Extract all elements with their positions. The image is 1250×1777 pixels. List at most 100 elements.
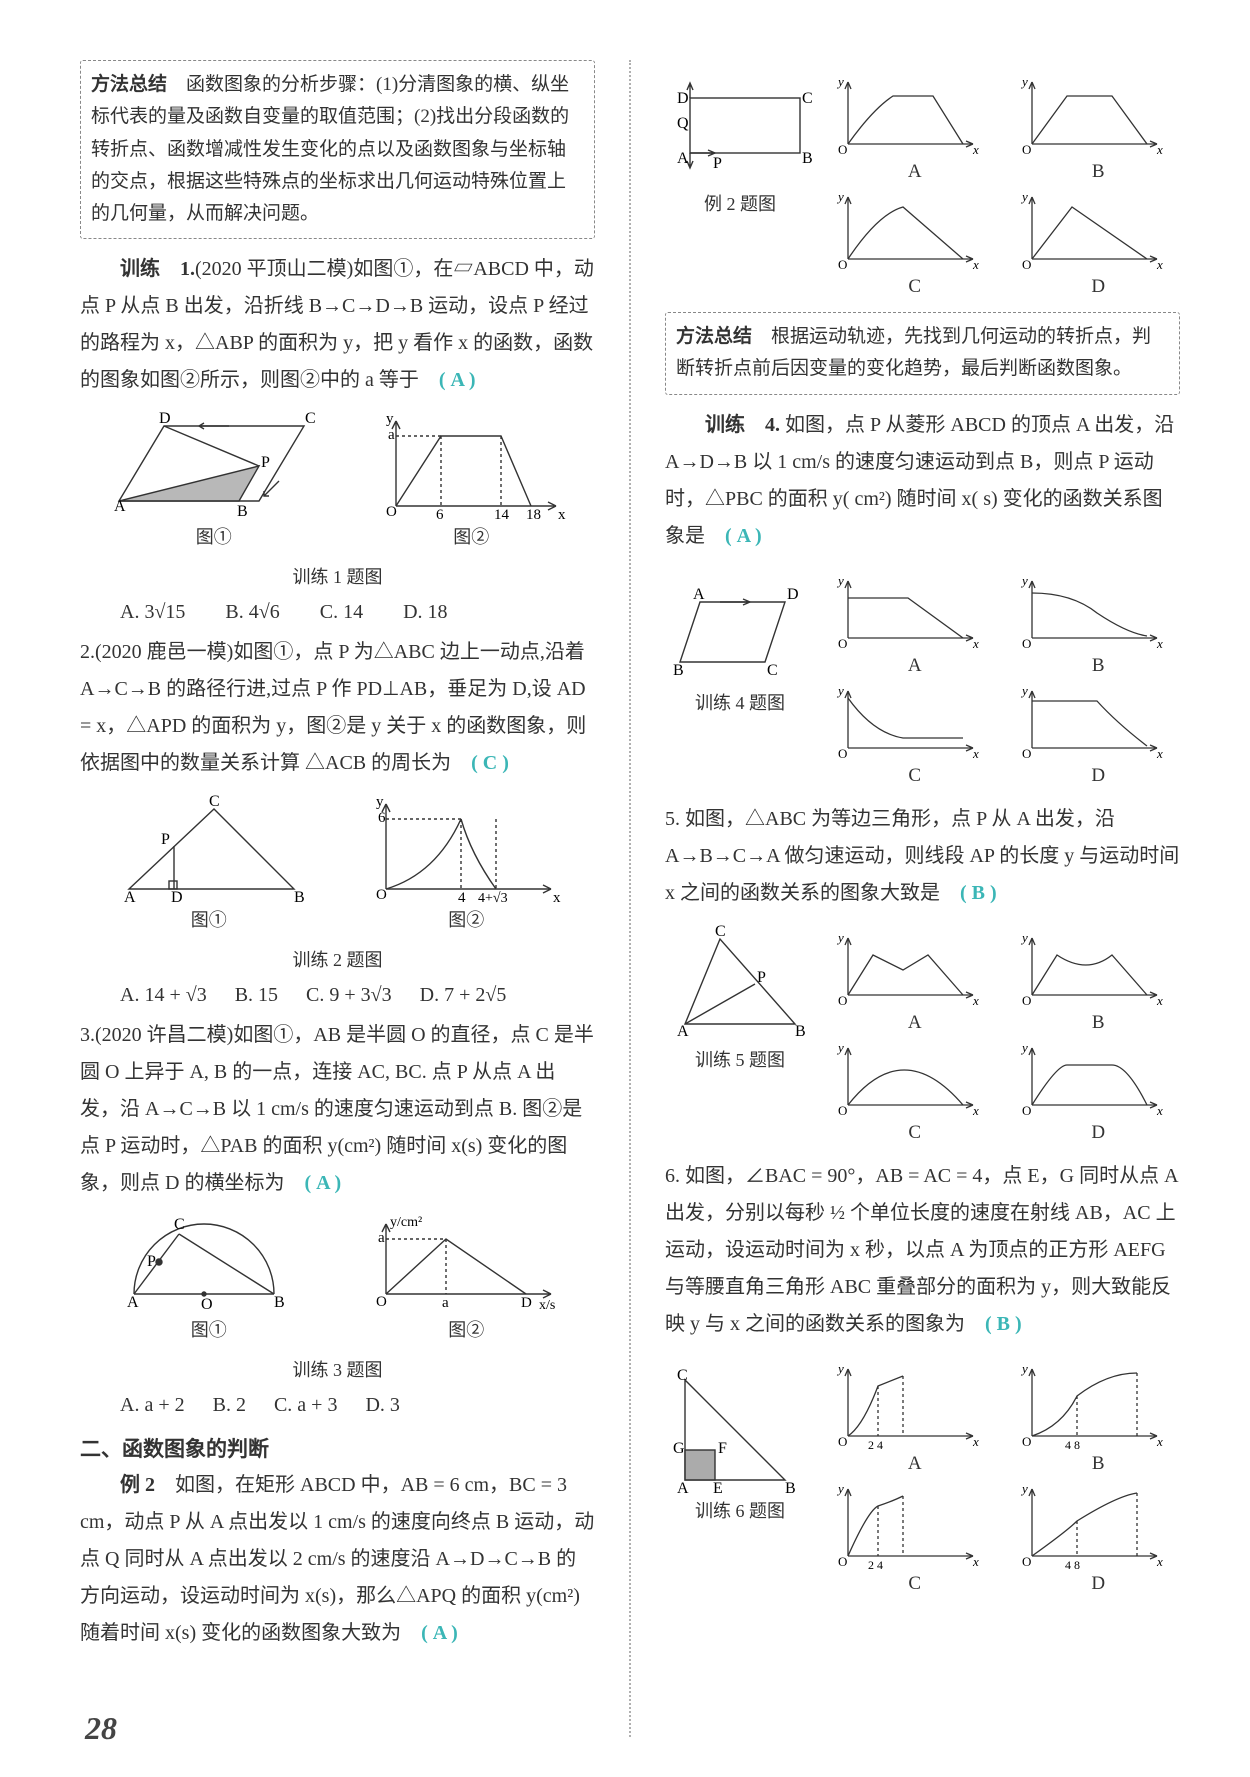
svg-text:O: O (838, 1434, 847, 1449)
q4-rhombus: A D C B (665, 567, 815, 687)
svg-text:y: y (836, 573, 844, 588)
svg-text:O: O (1022, 636, 1031, 651)
svg-text:x: x (972, 1434, 979, 1449)
q1-fig2: O a 6 14 18 x y (376, 411, 566, 521)
svg-text:x: x (1156, 142, 1163, 157)
svg-text:x: x (558, 507, 566, 521)
section-2-title: 二、函数图象的判断 (80, 1433, 595, 1463)
q6-optA: O 2 4 x y (833, 1361, 983, 1451)
q6-optC: O2 4xy (833, 1481, 983, 1571)
svg-text:x: x (972, 993, 979, 1008)
svg-text:B: B (795, 1023, 806, 1040)
method-lead: 方法总结 (91, 74, 167, 95)
svg-text:P: P (147, 1253, 156, 1270)
svg-text:B: B (294, 889, 305, 904)
q5-triangle: A B C P (665, 924, 815, 1044)
ex2-optB: Oxy (1017, 74, 1167, 159)
svg-text:18: 18 (526, 507, 541, 521)
q1-options: A. 3√15 B. 4√6 C. 14 D. 18 (80, 601, 595, 624)
svg-text:6: 6 (378, 810, 386, 826)
q2-figures: A C B P D 图① (80, 794, 595, 940)
q5-optA: Oxy (833, 930, 983, 1010)
q5-optD: Ox y (1017, 1040, 1167, 1120)
svg-text:D: D (171, 889, 183, 904)
svg-text:6: 6 (436, 507, 444, 521)
q2-text: 2.(2020 鹿邑一模)如图①，点 P 为△ABC 边上一动点,沿着 A→C→… (80, 634, 595, 782)
svg-text:Q: Q (677, 115, 689, 132)
svg-text:O: O (838, 636, 847, 651)
q5-optC: Ox y (833, 1040, 983, 1120)
svg-text:O: O (838, 257, 847, 272)
svg-text:O: O (1022, 993, 1031, 1008)
q5-optB: Oxy (1017, 930, 1167, 1010)
svg-text:O: O (376, 1294, 387, 1310)
method-summary-box-1: 方法总结 函数图象的分析步骤：(1)分清图象的横、纵坐标代表的量及函数自变量的取… (80, 60, 595, 239)
svg-text:y: y (1020, 1040, 1028, 1055)
svg-text:y: y (836, 1481, 844, 1496)
svg-text:x: x (1156, 257, 1163, 272)
svg-text:C: C (174, 1216, 185, 1233)
svg-text:O: O (838, 1103, 847, 1118)
q2-figcap: 训练 2 题图 (80, 946, 595, 972)
ex2-optA: Oxy (833, 74, 983, 159)
q4-optC: Oxy (833, 683, 983, 763)
svg-text:O: O (838, 993, 847, 1008)
right-column: D C A B Q P 例 2 题图 Oxy A Oxy B (665, 60, 1180, 1737)
q3-figcap: 训练 3 题图 (80, 1356, 595, 1382)
q1-figcap: 训练 1 题图 (80, 563, 595, 589)
svg-text:A: A (127, 1294, 139, 1311)
q4-optA: Ox y (833, 573, 983, 653)
svg-text:O: O (838, 142, 847, 157)
ex2-optC: Ox y (833, 189, 983, 274)
svg-text:x: x (972, 746, 979, 761)
svg-text:O: O (1022, 1103, 1031, 1118)
svg-text:O: O (1022, 1554, 1031, 1569)
method-summary-box-2: 方法总结 根据运动轨迹，先找到几何运动的转折点，判断转折点前后因变量的变化趋势，… (665, 312, 1180, 395)
q6-triangle-square: A B C E F G (665, 1355, 815, 1495)
svg-text:O: O (1022, 257, 1031, 272)
svg-text:2 4: 2 4 (868, 1438, 883, 1451)
q2-fig2: O 6 4 4+√3 x y (366, 794, 566, 904)
svg-text:x: x (972, 142, 979, 157)
svg-text:E: E (713, 1480, 723, 1495)
svg-text:C: C (305, 411, 316, 427)
svg-text:x: x (972, 257, 979, 272)
svg-text:O: O (838, 746, 847, 761)
svg-text:A: A (677, 150, 689, 167)
q3-options: A. a + 2 B. 2 C. a + 3 D. 3 (80, 1394, 595, 1417)
q3-figures: A B C P O 图① (80, 1214, 595, 1350)
svg-text:4 8: 4 8 (1065, 1438, 1080, 1451)
svg-text:D: D (521, 1295, 532, 1311)
q4-optB: Oxy (1017, 573, 1167, 653)
svg-text:F: F (718, 1440, 727, 1457)
svg-text:14: 14 (494, 507, 510, 521)
svg-text:x: x (972, 1554, 979, 1569)
q3-fig2: O a a D x/s y/cm² (366, 1214, 566, 1314)
svg-text:x: x (972, 1103, 979, 1118)
svg-text:C: C (767, 662, 778, 679)
svg-text:y: y (1020, 1361, 1028, 1376)
svg-text:C: C (677, 1367, 688, 1384)
svg-text:P: P (757, 969, 766, 986)
svg-text:y: y (836, 1040, 844, 1055)
svg-text:x: x (1156, 993, 1163, 1008)
svg-text:4 8: 4 8 (1065, 1558, 1080, 1571)
svg-text:y: y (1020, 573, 1028, 588)
svg-text:P: P (713, 155, 722, 172)
svg-text:B: B (673, 662, 684, 679)
q6-optD: O4 8xy (1017, 1481, 1167, 1571)
svg-text:x: x (972, 636, 979, 651)
svg-text:x: x (1156, 1103, 1163, 1118)
ex2-optD: Oxy (1017, 189, 1167, 274)
svg-text:a: a (378, 1230, 385, 1246)
svg-text:D: D (159, 411, 171, 427)
svg-text:O: O (201, 1296, 213, 1313)
left-column: 方法总结 函数图象的分析步骤：(1)分清图象的横、纵坐标代表的量及函数自变量的取… (80, 60, 595, 1737)
svg-text:x/s: x/s (539, 1298, 555, 1313)
q1-fig1: A D C B P (109, 411, 319, 521)
svg-text:O: O (1022, 1434, 1031, 1449)
svg-text:y: y (836, 189, 844, 204)
q6-optB: O4 8xy (1017, 1361, 1167, 1451)
svg-text:y: y (836, 1361, 844, 1376)
q4-figures: A D C B 训练 4 题图 OxyA OxyB OxyC OxyD (665, 567, 1180, 793)
